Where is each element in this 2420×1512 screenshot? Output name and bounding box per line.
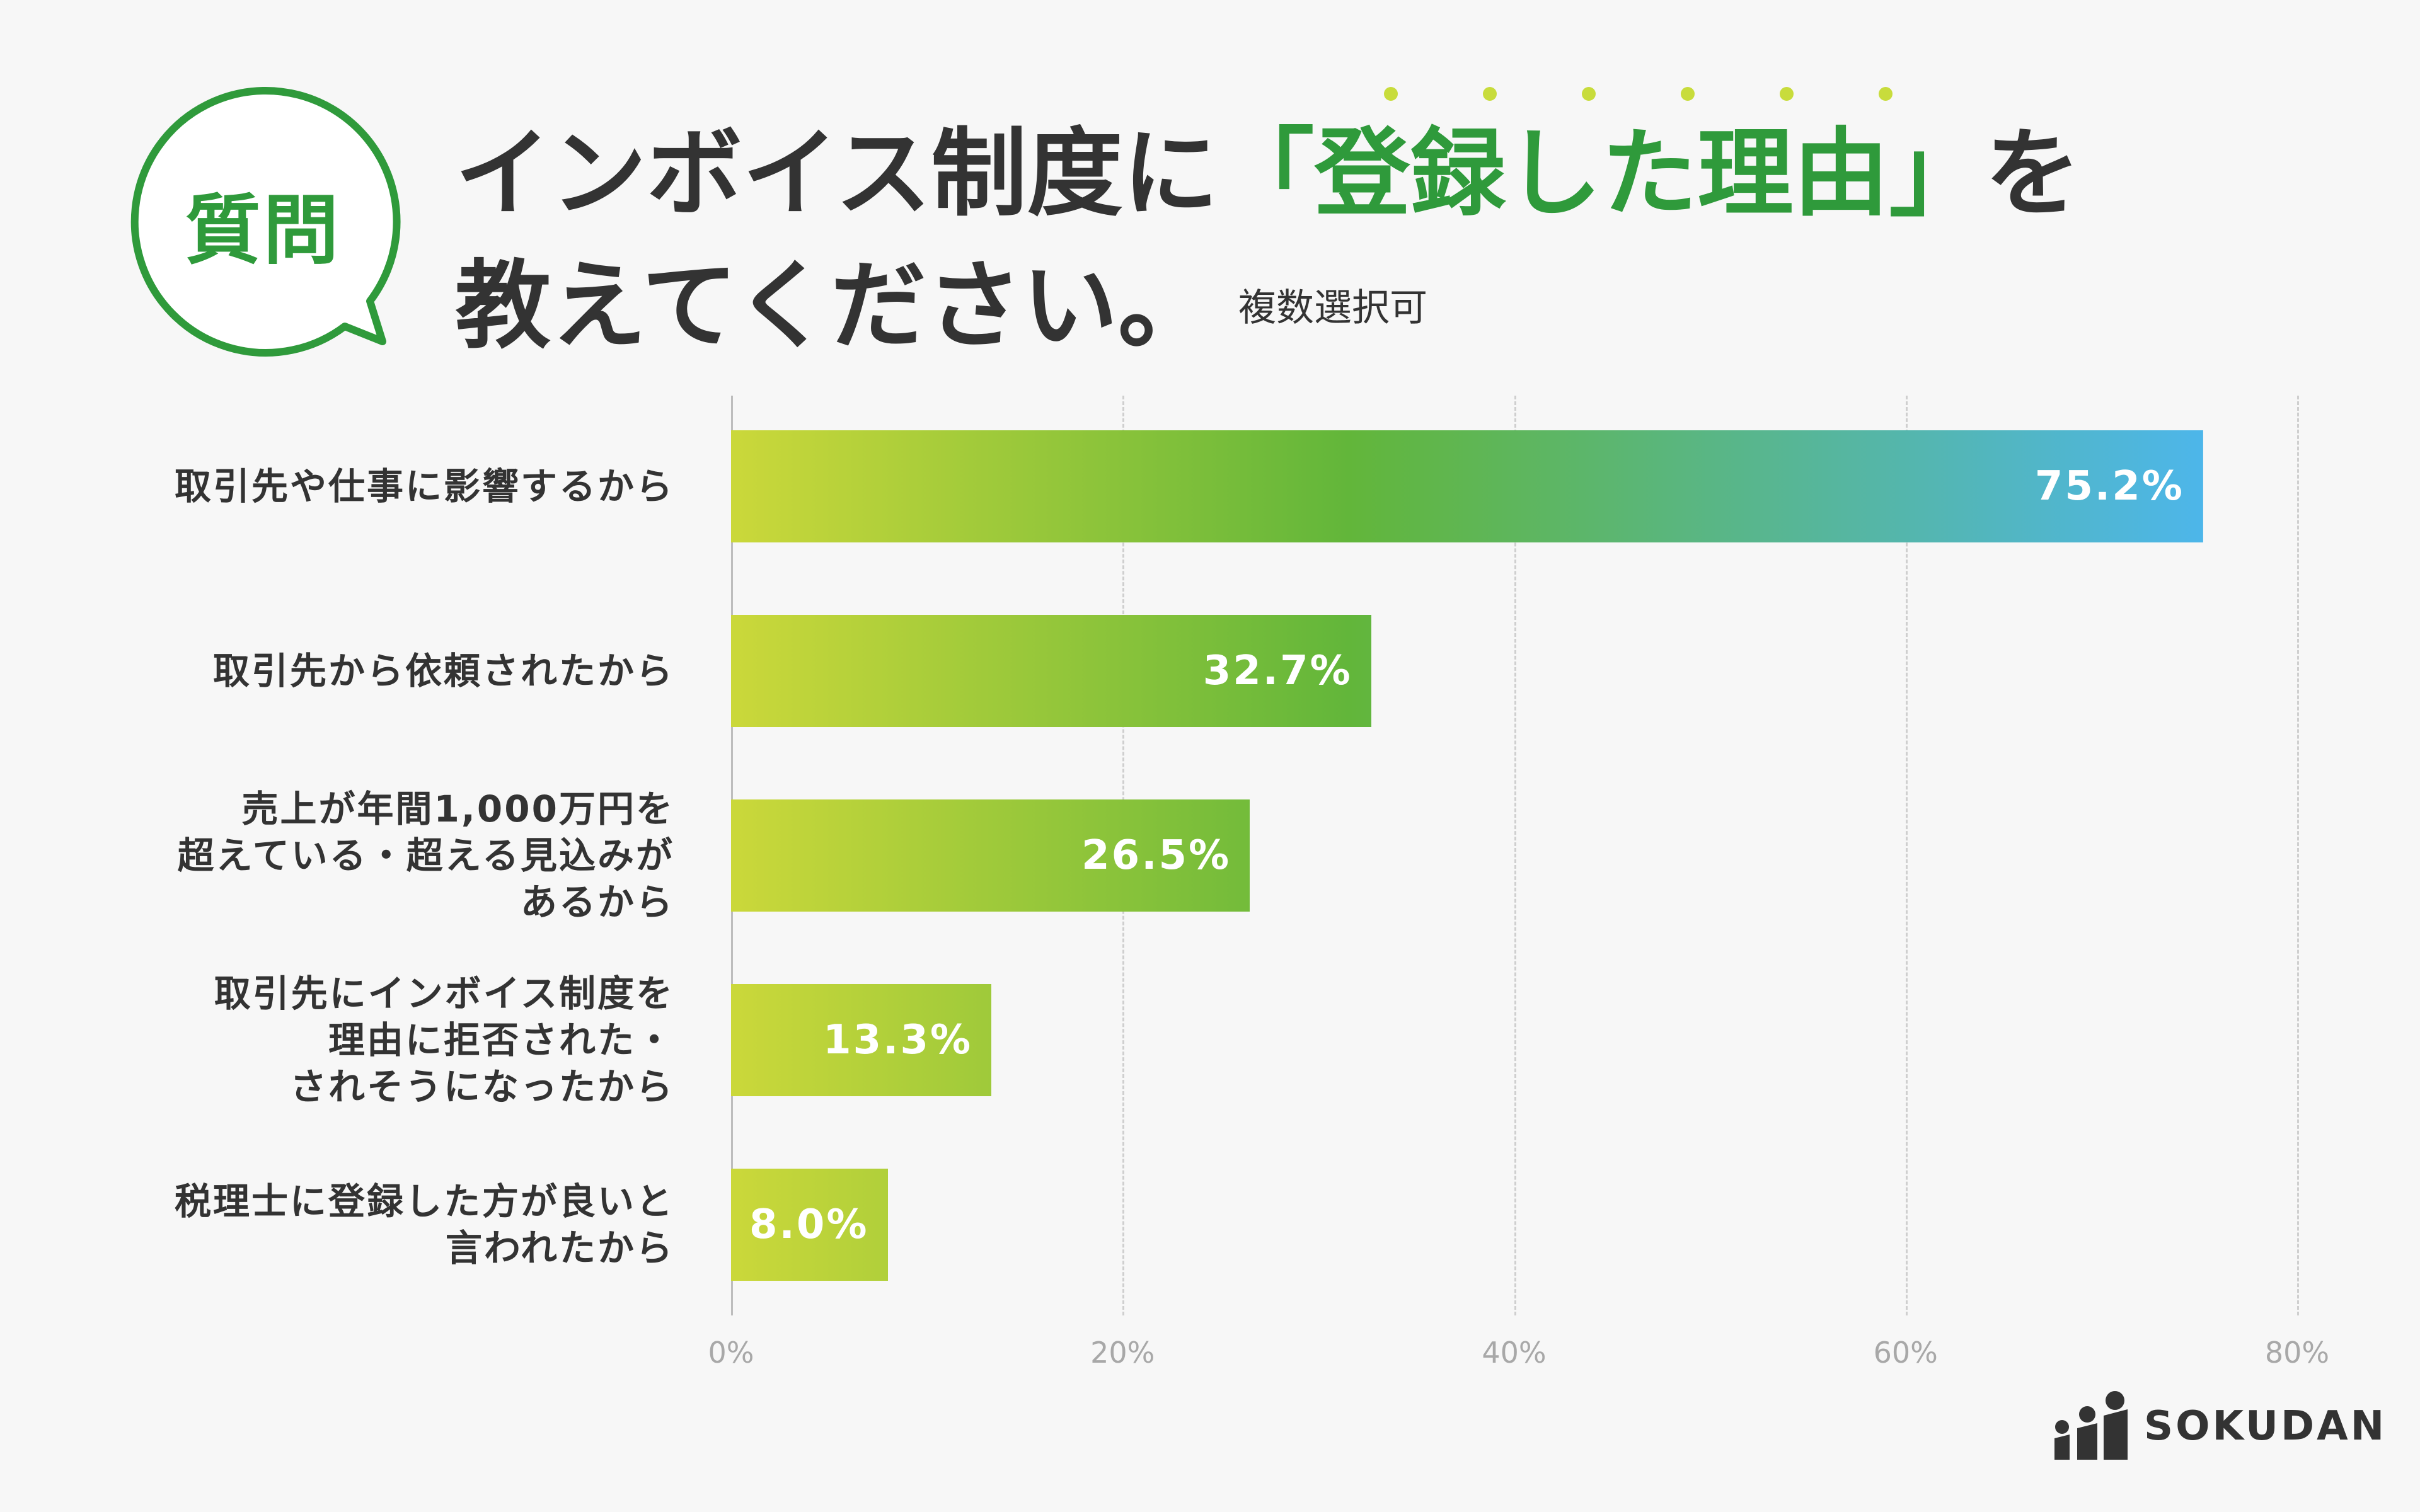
bar-value-label: 8.0%: [749, 1201, 869, 1248]
category-label-line: 超えている・超える見込みが: [177, 834, 674, 877]
x-tick-label: 40%: [1482, 1336, 1547, 1370]
title-text-before: インボイス制度に: [455, 118, 1219, 229]
category-label-line: あるから: [520, 881, 674, 924]
gridline: [2297, 396, 2299, 1315]
category-label: 売上が年間1,000万円を 超えている・超える見込みが あるから: [44, 786, 674, 925]
emphasis-dot: [1681, 87, 1695, 101]
brand-name: SOKUDAN: [2144, 1403, 2387, 1450]
bar: 32.7%: [731, 615, 1371, 727]
category-label-line: 売上が年間1,000万円を: [241, 788, 674, 830]
category-label: 取引先や仕事に影響するから: [44, 463, 674, 510]
category-label-line: 税理士に登録した方が良いと: [174, 1180, 674, 1223]
category-label: 税理士に登録した方が良いと 言われたから: [44, 1178, 674, 1271]
category-label: 取引先から依頼されたから: [44, 648, 674, 694]
category-label-line: 言われたから: [445, 1227, 674, 1269]
gridline: [1905, 396, 1908, 1315]
category-label-line: 取引先や仕事に影響するから: [174, 465, 674, 508]
category-label-line: されそうになったから: [289, 1065, 674, 1108]
category-label: 取引先にインボイス制度を 理由に拒否された・ されそうになったから: [44, 970, 674, 1110]
multiple-choice-note: 複数選択可: [1238, 286, 1427, 330]
bar: 13.3%: [731, 984, 992, 1096]
page-title-line-2: 教えてください。: [455, 250, 1214, 362]
question-badge-label: 質問: [185, 186, 342, 275]
category-label-line: 取引先から依頼されたから: [212, 650, 674, 692]
emphasis-dot: [1384, 87, 1398, 101]
brand-logo: SOKUDAN: [2048, 1389, 2384, 1465]
emphasis-dot: [1879, 87, 1893, 101]
bar-value-label: 75.2%: [2034, 463, 2184, 510]
x-tick-label: 0%: [708, 1336, 754, 1370]
bar-value-label: 13.3%: [823, 1017, 973, 1063]
page-title-line-1: インボイス制度に「登録した理由」を: [455, 126, 2080, 222]
question-badge: 質問: [123, 83, 403, 364]
emphasis-dot: [1582, 87, 1596, 101]
emphasis-dot: [1780, 87, 1794, 101]
x-tick-label: 60%: [1873, 1336, 1938, 1370]
bar-value-label: 26.5%: [1081, 832, 1231, 879]
x-tick-label: 20%: [1090, 1336, 1155, 1370]
category-label-line: 取引先にインボイス制度を: [214, 972, 674, 1015]
bar: 26.5%: [731, 799, 1250, 912]
emphasis-dot: [1483, 87, 1497, 101]
gridline: [1514, 396, 1516, 1315]
speech-bubble-icon: [130, 86, 401, 357]
sokudan-logo-icon: [2054, 1391, 2128, 1460]
bar: 75.2%: [731, 430, 2203, 542]
bar: 8.0%: [731, 1169, 888, 1281]
category-label-line: 理由に拒否された・: [328, 1019, 674, 1062]
bar-value-label: 32.7%: [1202, 648, 1352, 694]
title-accent-text: 「登録した理由」: [1218, 118, 1985, 229]
x-tick-label: 80%: [2264, 1336, 2330, 1370]
title-text-after: を: [1985, 118, 2081, 229]
